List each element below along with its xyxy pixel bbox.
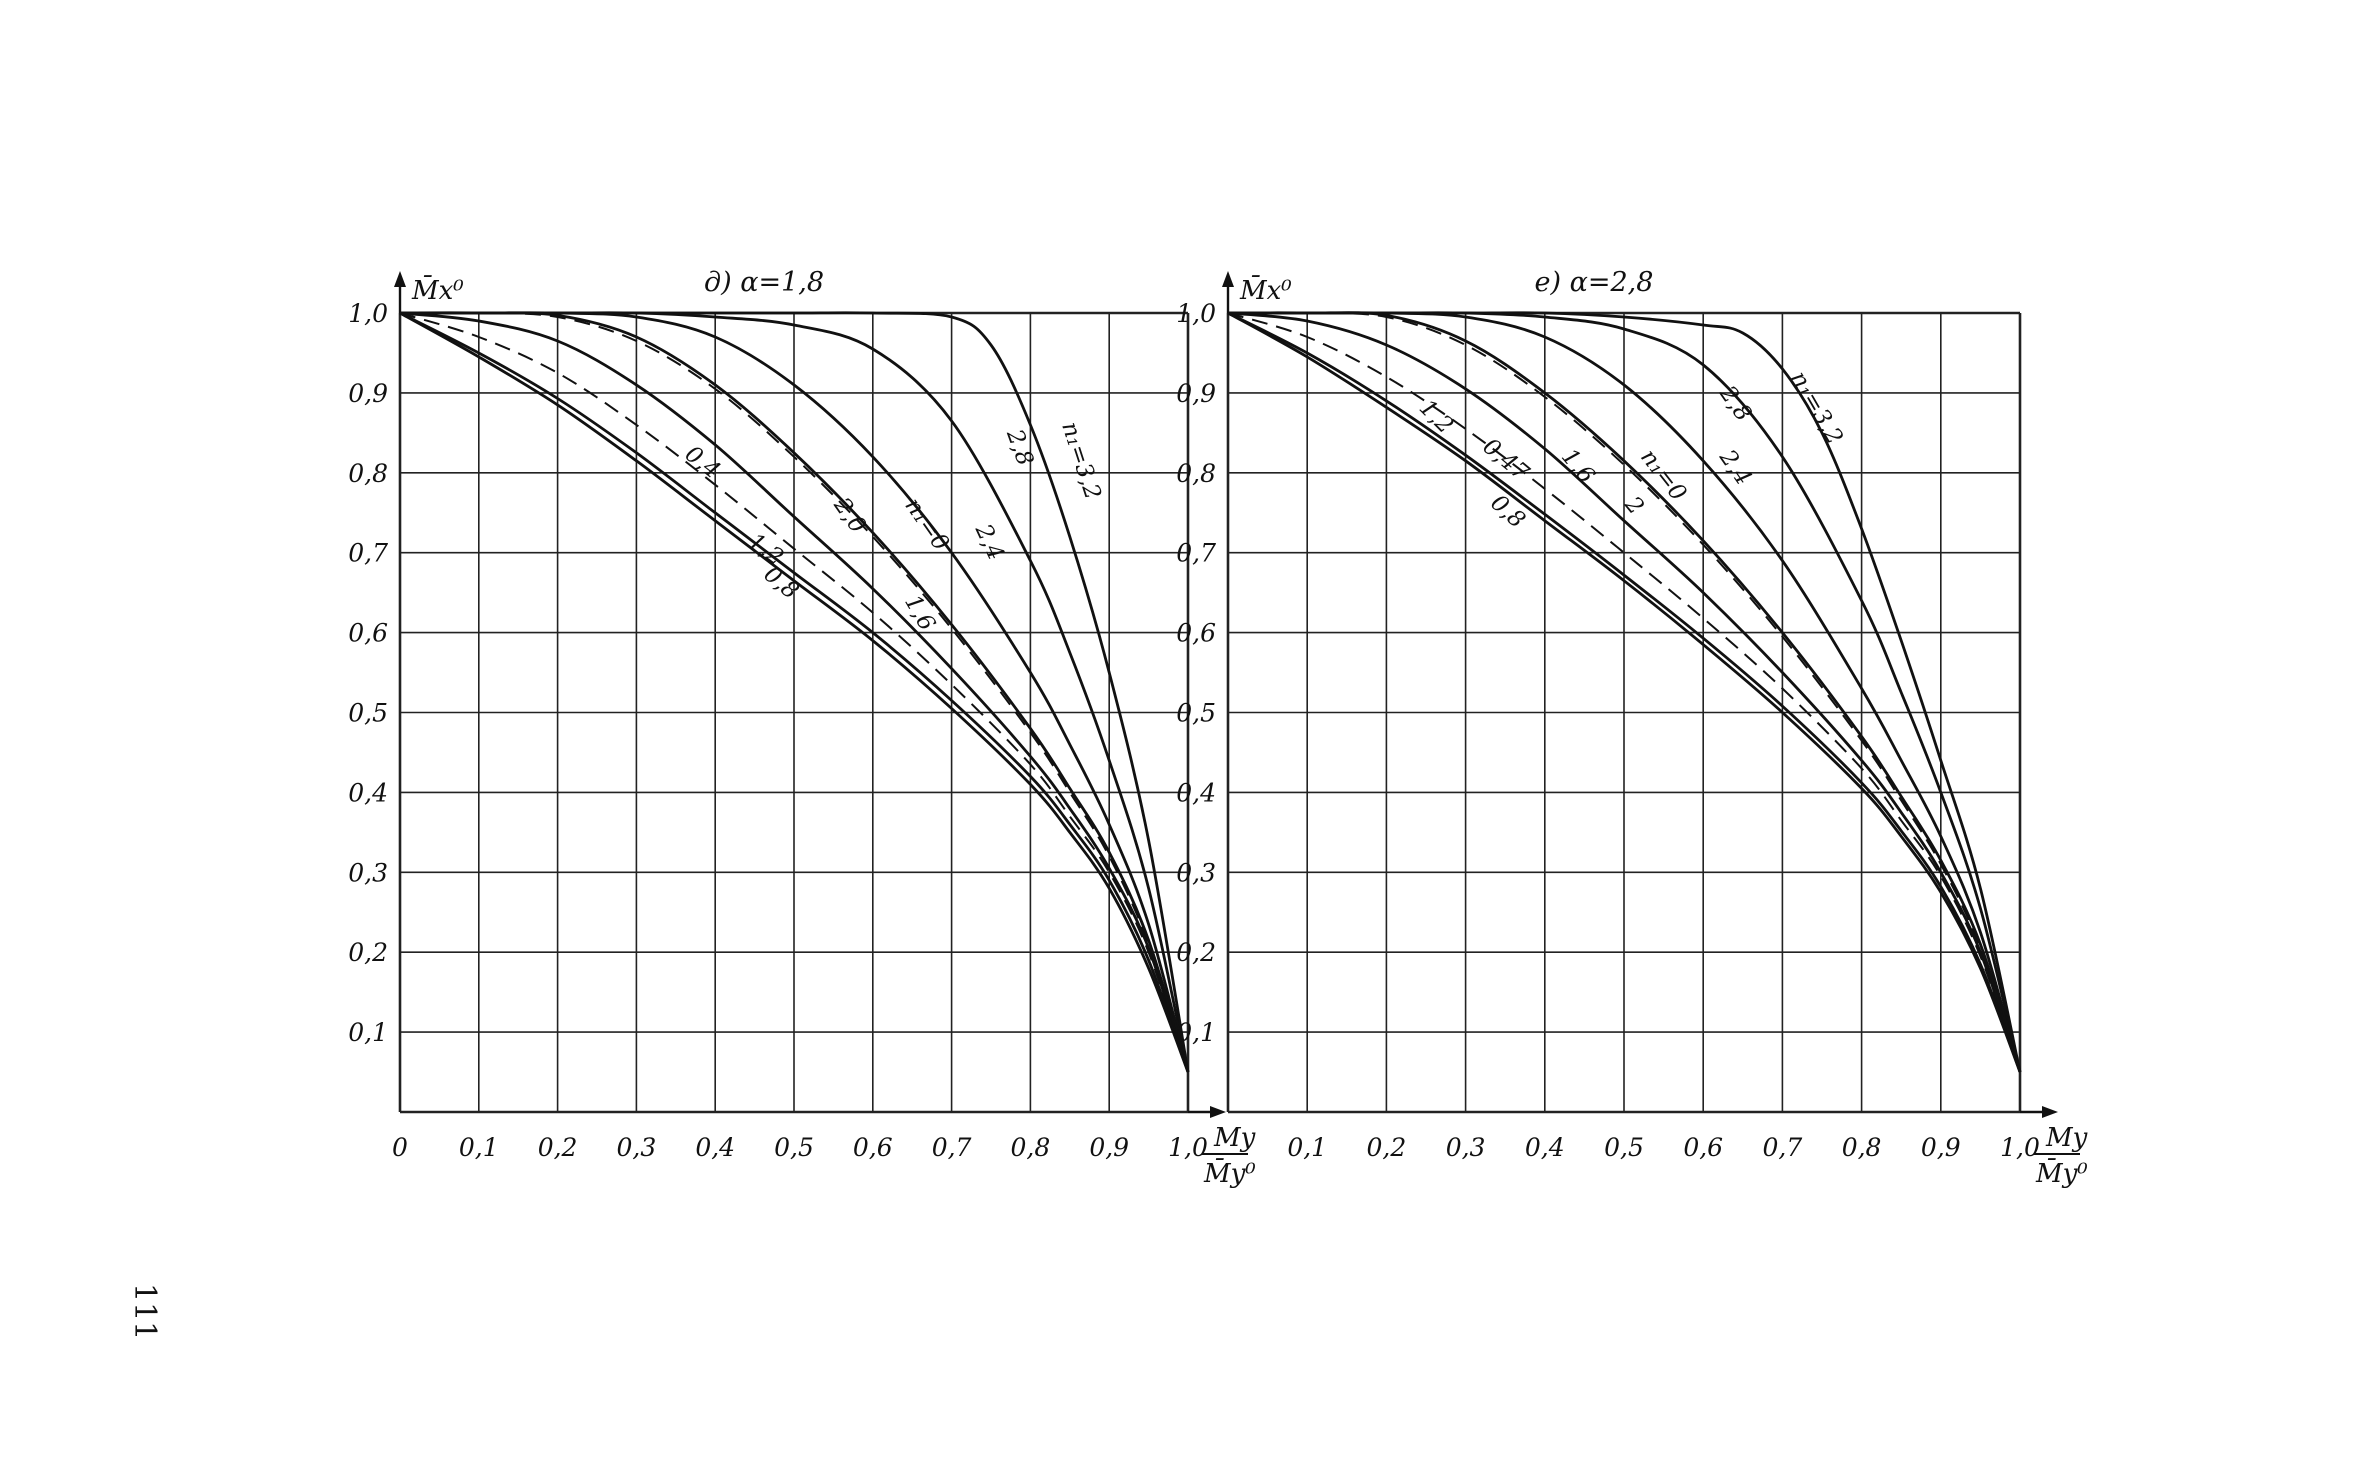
- x-tick-label: 0,9: [1089, 1133, 1129, 1162]
- chart-title: д) α=1,8: [704, 267, 824, 298]
- y-tick-label: 0,6: [1176, 619, 1216, 648]
- x-tick-label: 0,4: [1525, 1133, 1565, 1162]
- x-tick-label: 0,3: [1446, 1133, 1486, 1162]
- y-tick-label: 0,7: [1176, 539, 1216, 568]
- y-axis-arrowhead: [1222, 271, 1234, 287]
- series-line: [399, 311, 1190, 1073]
- series-label: 1,6: [899, 591, 940, 636]
- series-line: [1227, 311, 2022, 1073]
- y-tick-label: 0,9: [348, 379, 388, 408]
- series-label: n₁=3,2: [1056, 419, 1105, 503]
- series-label: 0,8: [759, 561, 804, 604]
- y-tick-label: 0,4: [1176, 778, 1216, 807]
- series-label: 1,6: [1556, 444, 1599, 489]
- y-tick-label: 0,6: [348, 619, 388, 648]
- x-tick-label: 0,1: [459, 1133, 499, 1162]
- y-tick-label: 0,1: [1176, 1018, 1216, 1047]
- series-line: [1227, 311, 2022, 1073]
- y-tick-label: 1,0: [348, 299, 388, 328]
- x-tick-label: 0: [392, 1133, 408, 1162]
- x-axis-arrowhead: [2042, 1106, 2058, 1118]
- x-axis-arrowhead: [1210, 1106, 1226, 1118]
- x-tick-label: 0,7: [1763, 1133, 1803, 1162]
- series-label: 2,0: [828, 492, 871, 538]
- series-line: [399, 312, 1189, 1073]
- y-axis-label: M̄x⁰: [411, 274, 464, 306]
- x-axis-label-denominator: M̄y⁰: [1203, 1157, 1256, 1189]
- y-tick-label: 1,0: [1176, 299, 1216, 328]
- x-tick-label: 1,0: [2000, 1133, 2040, 1162]
- series-line: [1227, 311, 2021, 1073]
- chart-title: е) α=2,8: [1535, 267, 1654, 298]
- x-tick-label: 0,5: [774, 1133, 814, 1162]
- series-line: [1228, 311, 2022, 1073]
- y-tick-label: 0,5: [1176, 699, 1216, 728]
- x-tick-label: 0,1: [1287, 1133, 1327, 1162]
- x-tick-label: 0,3: [617, 1133, 657, 1162]
- x-tick-label: 0,5: [1604, 1133, 1644, 1162]
- y-tick-label: 0,8: [1176, 459, 1216, 488]
- series-label: n₁=3,2: [1785, 367, 1847, 449]
- series-label: 1,2: [1414, 395, 1458, 439]
- y-tick-label: 0,2: [1176, 938, 1216, 967]
- y-tick-label: 0,9: [1176, 379, 1216, 408]
- series-label: 2,4: [1714, 445, 1757, 491]
- x-tick-label: 0,9: [1921, 1133, 1961, 1162]
- series-line: [399, 311, 1190, 1073]
- x-axis-label-numerator: My: [2045, 1123, 2088, 1153]
- x-axis-label-denominator: M̄y⁰: [2035, 1157, 2088, 1189]
- chart-panel-alpha-2-8: 1,0 0,9 0,8 0,7 0,6 0,5 0,4 0,3 0,2 0,1 0,1 0,2 0,3 0…: [1176, 267, 2088, 1189]
- page-number: 111: [127, 1283, 162, 1341]
- y-tick-label: 0,4: [348, 778, 388, 807]
- y-axis-arrowhead: [394, 271, 406, 287]
- x-tick-label: 0,6: [1683, 1133, 1723, 1162]
- y-tick-label: 0,5: [348, 699, 388, 728]
- x-tick-label: 0,8: [1842, 1133, 1882, 1162]
- x-tick-label: 0,2: [538, 1133, 578, 1162]
- y-tick-label: 0,3: [1176, 858, 1216, 887]
- x-tick-label: 0,2: [1367, 1133, 1407, 1162]
- series-line: [1227, 311, 2022, 1073]
- x-tick-label: 0,8: [1011, 1133, 1051, 1162]
- series-label: n₁=0: [899, 493, 954, 555]
- x-tick-label: 0,7: [932, 1133, 972, 1162]
- y-tick-label: 0,2: [348, 938, 388, 967]
- series-line: [399, 311, 1190, 1073]
- series-line: [1227, 312, 2021, 1073]
- x-axis-label-numerator: My: [1213, 1123, 1256, 1153]
- y-axis-label: M̄x⁰: [1239, 274, 1292, 306]
- y-tick-label: 0,8: [348, 459, 388, 488]
- series-label: 0,47: [1478, 434, 1534, 487]
- y-tick-label: 0,3: [348, 858, 388, 887]
- x-tick-label: 0,6: [853, 1133, 893, 1162]
- series-line: [1227, 311, 2022, 1073]
- series-line: [399, 311, 1190, 1073]
- series-label: 2,4: [969, 519, 1008, 564]
- y-tick-label: 0,1: [348, 1018, 388, 1047]
- chart-panel-alpha-1-8: 1,0 0,9 0,8 0,7 0,6 0,5 0,4 0,3 0,2 0,1 0 0,1 0,2 0,3…: [348, 267, 1256, 1189]
- series-line: [400, 311, 1190, 1073]
- y-tick-label: 0,7: [348, 539, 388, 568]
- x-tick-label: 1,0: [1168, 1133, 1208, 1162]
- series-line: [399, 311, 1189, 1073]
- series-label: 2,8: [1714, 381, 1757, 427]
- x-tick-label: 0,4: [695, 1133, 735, 1162]
